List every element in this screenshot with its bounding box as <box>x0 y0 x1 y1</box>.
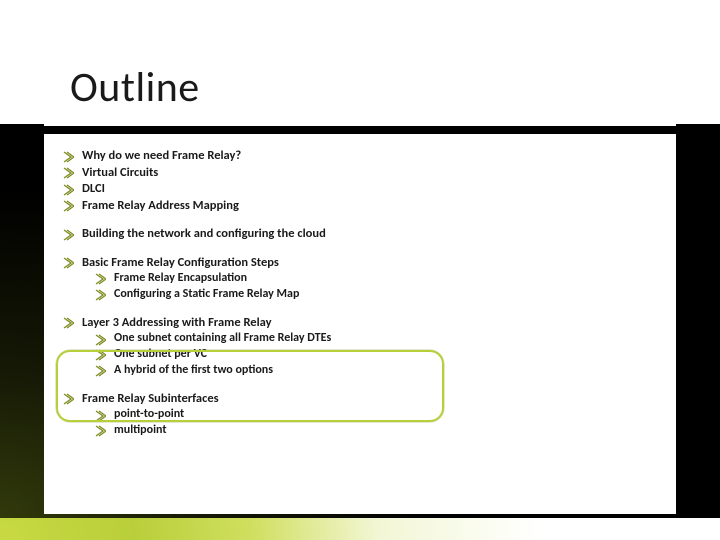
outline-item: Configuring a Static Frame Relay Map <box>94 287 658 303</box>
outline-item: A hybrid of the first two options <box>94 363 658 379</box>
outline-item: Virtual Circuits <box>62 165 658 182</box>
outline-item: point-to-point <box>94 407 658 423</box>
outline-item: Building the network and configuring the… <box>62 226 658 243</box>
outline-item: Frame Relay Subinterfaces <box>62 391 658 408</box>
outline-item: One subnet containing all Frame Relay DT… <box>94 331 658 347</box>
outline-item: multipoint <box>94 423 658 439</box>
list-gap <box>62 379 658 391</box>
slide-title: Outline <box>70 62 200 113</box>
title-panel: Outline <box>44 48 676 126</box>
outline-item: Layer 3 Addressing with Frame Relay <box>62 315 658 332</box>
body-panel: Why do we need Frame Relay?Virtual Circu… <box>44 134 676 514</box>
outline-item: Frame Relay Address Mapping <box>62 198 658 215</box>
outline-item: One subnet per VC <box>94 347 658 363</box>
outline-item: DLCI <box>62 181 658 198</box>
list-gap <box>62 303 658 315</box>
list-gap <box>62 214 658 226</box>
list-gap <box>62 243 658 255</box>
outline-item: Basic Frame Relay Configuration Steps <box>62 255 658 272</box>
outline-item: Why do we need Frame Relay? <box>62 148 658 165</box>
outline-item: Frame Relay Encapsulation <box>94 271 658 287</box>
outline-list: Why do we need Frame Relay?Virtual Circu… <box>62 148 658 439</box>
